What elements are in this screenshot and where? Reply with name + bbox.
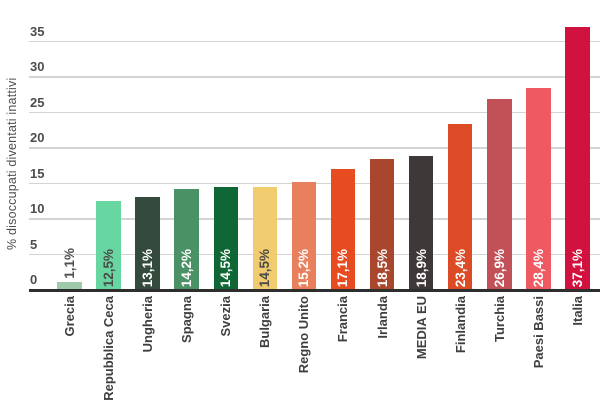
bar-value-label: 18,9% [413,248,429,287]
bar-value-label: 23,4% [452,248,468,287]
bar [487,99,512,290]
y-tick-label: 25 [30,94,45,110]
x-category-label: Spagna [179,296,195,343]
bar [252,187,278,290]
bar-value-label: 28,4% [530,248,546,287]
gridline [29,76,600,78]
x-category-label: Italia [569,296,585,326]
y-tick-label: 15 [30,165,45,181]
bar-value-label: 18,5% [374,248,390,287]
bar-value-label: 14,5% [257,248,273,287]
x-category-label: Francia [335,296,351,343]
y-tick-label: 30 [30,59,45,74]
bar [565,26,590,290]
bar-value-label: 37,1% [569,248,585,287]
x-category-label: Turchia [491,296,507,342]
bar-value-label: 14,2% [179,248,195,287]
bar [330,168,356,290]
bar-value-label: 13,1% [140,248,156,287]
x-category-label: Regno Unito [296,296,312,374]
bar [447,123,473,290]
bar [408,155,434,290]
bar-value-label: 1,1% [62,248,77,280]
bar [96,201,121,290]
y-tick-label: 20 [30,130,45,145]
x-category-label: MEDIA EU [413,296,429,360]
bar [213,187,239,290]
bar [57,282,82,290]
bar-value-label: 17,1% [335,248,351,287]
bar [369,158,395,290]
y-tick-label: 35 [30,23,45,39]
y-axis-title: % disoccupati diventati inattivi [5,77,19,251]
gridline [29,111,600,114]
x-category-label: Grecia [62,296,77,337]
bar-value-label: 14,5% [218,248,234,287]
bar [526,88,551,290]
x-category-label: Ungheria [140,296,156,353]
x-category-label: Paesi Bassi [530,296,546,369]
bar-value-label: 15,2% [296,248,312,287]
bar [135,196,160,290]
bar-value-label: 26,9% [491,248,507,287]
x-axis-line [29,288,600,292]
bar [291,182,317,290]
y-tick-label: 0 [30,272,38,287]
x-category-label: Irlanda [374,296,390,339]
gridline [29,40,600,43]
x-category-label: Bulgaria [257,296,273,349]
y-tick-label: 5 [30,236,38,252]
gridline [29,147,600,149]
bar [174,189,199,290]
x-category-label: Repubblica Ceca [101,296,117,400]
bar-value-label: 12,5% [101,248,117,287]
x-category-label: Svezia [218,296,234,337]
x-category-label: Finlandia [452,296,468,354]
y-tick-label: 10 [30,201,45,216]
